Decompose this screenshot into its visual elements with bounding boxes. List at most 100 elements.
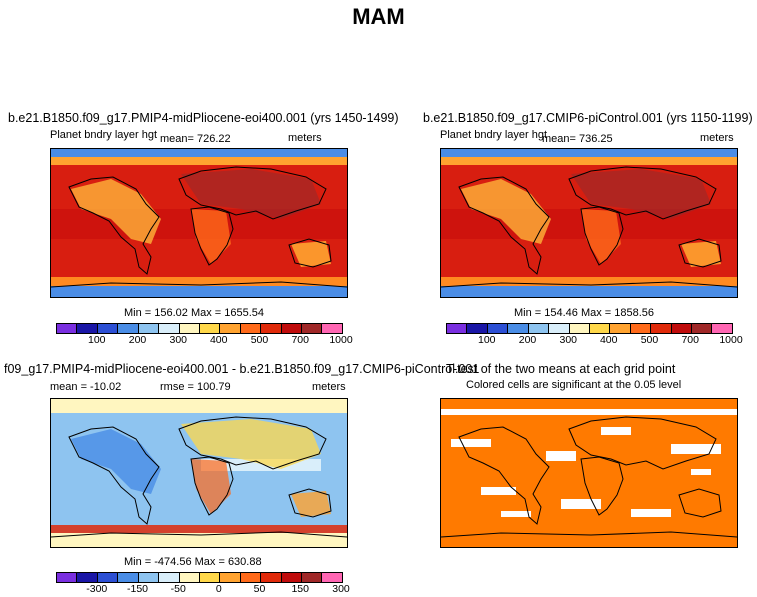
colorbar-tick-label: 300 — [332, 583, 350, 595]
colorbar-swatch — [77, 573, 98, 582]
panel1-land-australia — [291, 241, 331, 267]
colorbar-swatch — [220, 573, 241, 582]
colorbar-swatch — [57, 324, 78, 333]
panel2-land-australia — [681, 241, 721, 267]
panel1-stats: Min = 156.02 Max = 1655.54 — [124, 307, 265, 319]
colorbar-tick-label: 700 — [291, 334, 309, 346]
colorbar-swatch — [281, 324, 303, 333]
panel1-coastlines — [51, 166, 347, 288]
panel1-mean-label: mean= 726.22 — [160, 133, 231, 145]
panel1-land-americas — [71, 179, 161, 244]
panel3-southern-band — [51, 525, 347, 533]
panel3-title: f09_g17.PMIP4-midPliocene-eoi400.001 - b… — [4, 362, 480, 376]
colorbar-swatch — [179, 573, 200, 582]
panel4-coastlines — [441, 416, 737, 538]
colorbar-swatch — [281, 573, 303, 582]
panel2-variable-label: Planet bndry layer hgt — [440, 129, 548, 141]
panel1-land-eurasia — [181, 169, 321, 219]
colorbar-tick-label: 700 — [681, 334, 699, 346]
colorbar-swatch — [630, 324, 652, 333]
colorbar-tick-label: 50 — [253, 583, 266, 595]
colorbar-tick-label: 300 — [169, 334, 188, 346]
panel2-map — [440, 148, 738, 298]
colorbar-tick-label: 100 — [477, 334, 496, 346]
panel2-antarctic-band — [441, 285, 737, 297]
colorbar-swatch — [240, 324, 262, 333]
colorbar-swatch — [447, 324, 468, 333]
colorbar-swatch — [57, 573, 78, 582]
colorbar-swatch — [199, 573, 221, 582]
panel1-southern-band — [51, 277, 347, 286]
colorbar-tick-label: 1000 — [719, 334, 743, 346]
panel1-variable-label: Planet bndry layer hgt — [50, 129, 158, 141]
colorbar-tick-label: 400 — [209, 334, 228, 346]
colorbar-swatch — [261, 573, 282, 582]
panel2-colorbar-ticks: 100 200 300 400 500 700 1000 — [446, 334, 743, 348]
colorbar-swatch — [610, 324, 631, 333]
colorbar-tick-label: 400 — [599, 334, 618, 346]
colorbar-swatch — [467, 324, 488, 333]
panel4-map — [440, 398, 738, 548]
colorbar-swatch — [549, 324, 570, 333]
panel2-coastlines — [441, 166, 737, 288]
colorbar-tick-label: 200 — [128, 334, 147, 346]
panel2-subarctic-band — [441, 157, 737, 165]
panel4-subtitle: Colored cells are significant at the 0.0… — [466, 379, 682, 391]
colorbar-tick-label: 0 — [215, 583, 222, 595]
colorbar-swatch — [528, 324, 550, 333]
colorbar-swatch — [302, 324, 323, 333]
colorbar-swatch — [159, 573, 180, 582]
colorbar-swatch — [671, 324, 693, 333]
panel4-significant-field — [441, 399, 737, 547]
colorbar-swatch — [118, 324, 139, 333]
panel3-coastlines — [51, 416, 347, 538]
colorbar-tick-label: 1000 — [329, 334, 353, 346]
colorbar-swatch — [322, 573, 342, 582]
colorbar-swatch — [138, 324, 160, 333]
panel2-colorbar — [446, 323, 733, 334]
panel1-colorbar-ticks: 100 200 300 400 500 700 1000 — [56, 334, 353, 348]
panel3-land-americas — [71, 429, 161, 494]
panel4-insignificant-cells — [441, 409, 737, 517]
panel1-map — [50, 148, 348, 298]
panel2-land-africa — [581, 209, 621, 264]
colorbar-swatch — [569, 324, 590, 333]
colorbar-swatch — [589, 324, 611, 333]
colorbar-swatch — [159, 324, 180, 333]
colorbar-tick-label: -150 — [126, 583, 149, 595]
colorbar-swatch — [97, 324, 119, 333]
panel1-land-africa — [191, 209, 231, 264]
panel3-map-svg — [51, 399, 347, 547]
panel2-southern-band — [441, 277, 737, 286]
colorbar-swatch — [712, 324, 732, 333]
colorbar-swatch — [322, 324, 342, 333]
colorbar-tick-label: -300 — [86, 583, 108, 595]
colorbar-swatch — [118, 573, 139, 582]
panel2-title: b.e21.B1850.f09_g17.CMIP6-piControl.001 … — [423, 111, 753, 125]
panel2-units-label: meters — [700, 132, 734, 144]
panel2-map-svg — [441, 149, 737, 297]
colorbar-swatch — [199, 324, 221, 333]
panel2-stats: Min = 154.46 Max = 1858.56 — [514, 307, 655, 319]
panel1-antarctic-band — [51, 285, 347, 297]
colorbar-swatch — [302, 573, 323, 582]
panel1-subarctic-band — [51, 157, 347, 165]
colorbar-swatch — [508, 324, 529, 333]
colorbar-tick-label: 200 — [518, 334, 537, 346]
colorbar-tick-label: 500 — [250, 334, 269, 346]
colorbar-swatch — [487, 324, 509, 333]
colorbar-swatch — [692, 324, 713, 333]
panel3-map — [50, 398, 348, 548]
colorbar-swatch — [220, 324, 241, 333]
panel1-title: b.e21.B1850.f09_g17.PMIP4-midPliocene-eo… — [8, 111, 399, 125]
colorbar-tick-label: 300 — [559, 334, 578, 346]
panel2-mean-label: mean= 736.25 — [542, 133, 613, 145]
panel3-arctic-band — [51, 399, 347, 413]
panel3-colorbar-ticks: -300 -150 -50 0 50 150 300 — [56, 583, 350, 597]
panel2-land-americas — [461, 179, 551, 244]
panel3-land-africa — [191, 459, 231, 514]
colorbar-swatch — [138, 573, 160, 582]
colorbar-tick-label: 100 — [87, 334, 106, 346]
panel1-map-svg — [51, 149, 347, 297]
colorbar-swatch — [179, 324, 200, 333]
